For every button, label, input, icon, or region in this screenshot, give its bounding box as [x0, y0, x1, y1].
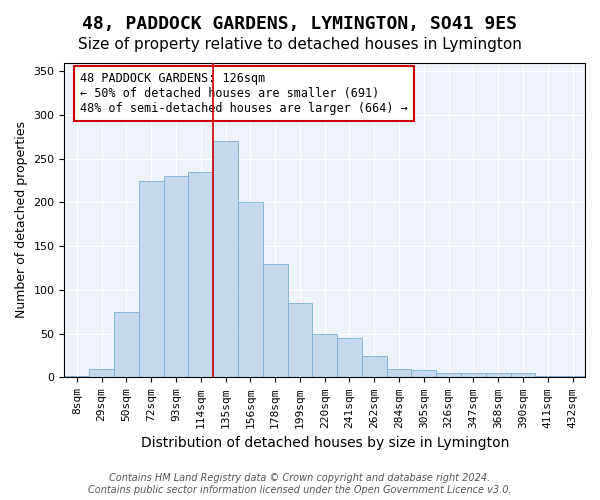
- Bar: [287, 303, 313, 378]
- Bar: [436, 373, 461, 378]
- X-axis label: Distribution of detached houses by size in Lymington: Distribution of detached houses by size …: [140, 436, 509, 450]
- Bar: [511, 373, 535, 378]
- Bar: [535, 376, 560, 378]
- Bar: [89, 368, 114, 378]
- Bar: [263, 264, 287, 378]
- Bar: [560, 376, 585, 378]
- Text: Contains HM Land Registry data © Crown copyright and database right 2024.
Contai: Contains HM Land Registry data © Crown c…: [88, 474, 512, 495]
- Bar: [386, 368, 412, 378]
- Bar: [114, 312, 139, 378]
- Bar: [337, 338, 362, 378]
- Bar: [486, 373, 511, 378]
- Text: 48, PADDOCK GARDENS, LYMINGTON, SO41 9ES: 48, PADDOCK GARDENS, LYMINGTON, SO41 9ES: [83, 15, 517, 33]
- Bar: [461, 373, 486, 378]
- Bar: [412, 370, 436, 378]
- Bar: [238, 202, 263, 378]
- Y-axis label: Number of detached properties: Number of detached properties: [15, 122, 28, 318]
- Bar: [362, 356, 386, 378]
- Bar: [188, 172, 213, 378]
- Bar: [139, 180, 164, 378]
- Bar: [64, 376, 89, 378]
- Bar: [164, 176, 188, 378]
- Bar: [313, 334, 337, 378]
- Text: Size of property relative to detached houses in Lymington: Size of property relative to detached ho…: [78, 38, 522, 52]
- Text: 48 PADDOCK GARDENS: 126sqm
← 50% of detached houses are smaller (691)
48% of sem: 48 PADDOCK GARDENS: 126sqm ← 50% of deta…: [80, 72, 408, 115]
- Bar: [213, 141, 238, 378]
